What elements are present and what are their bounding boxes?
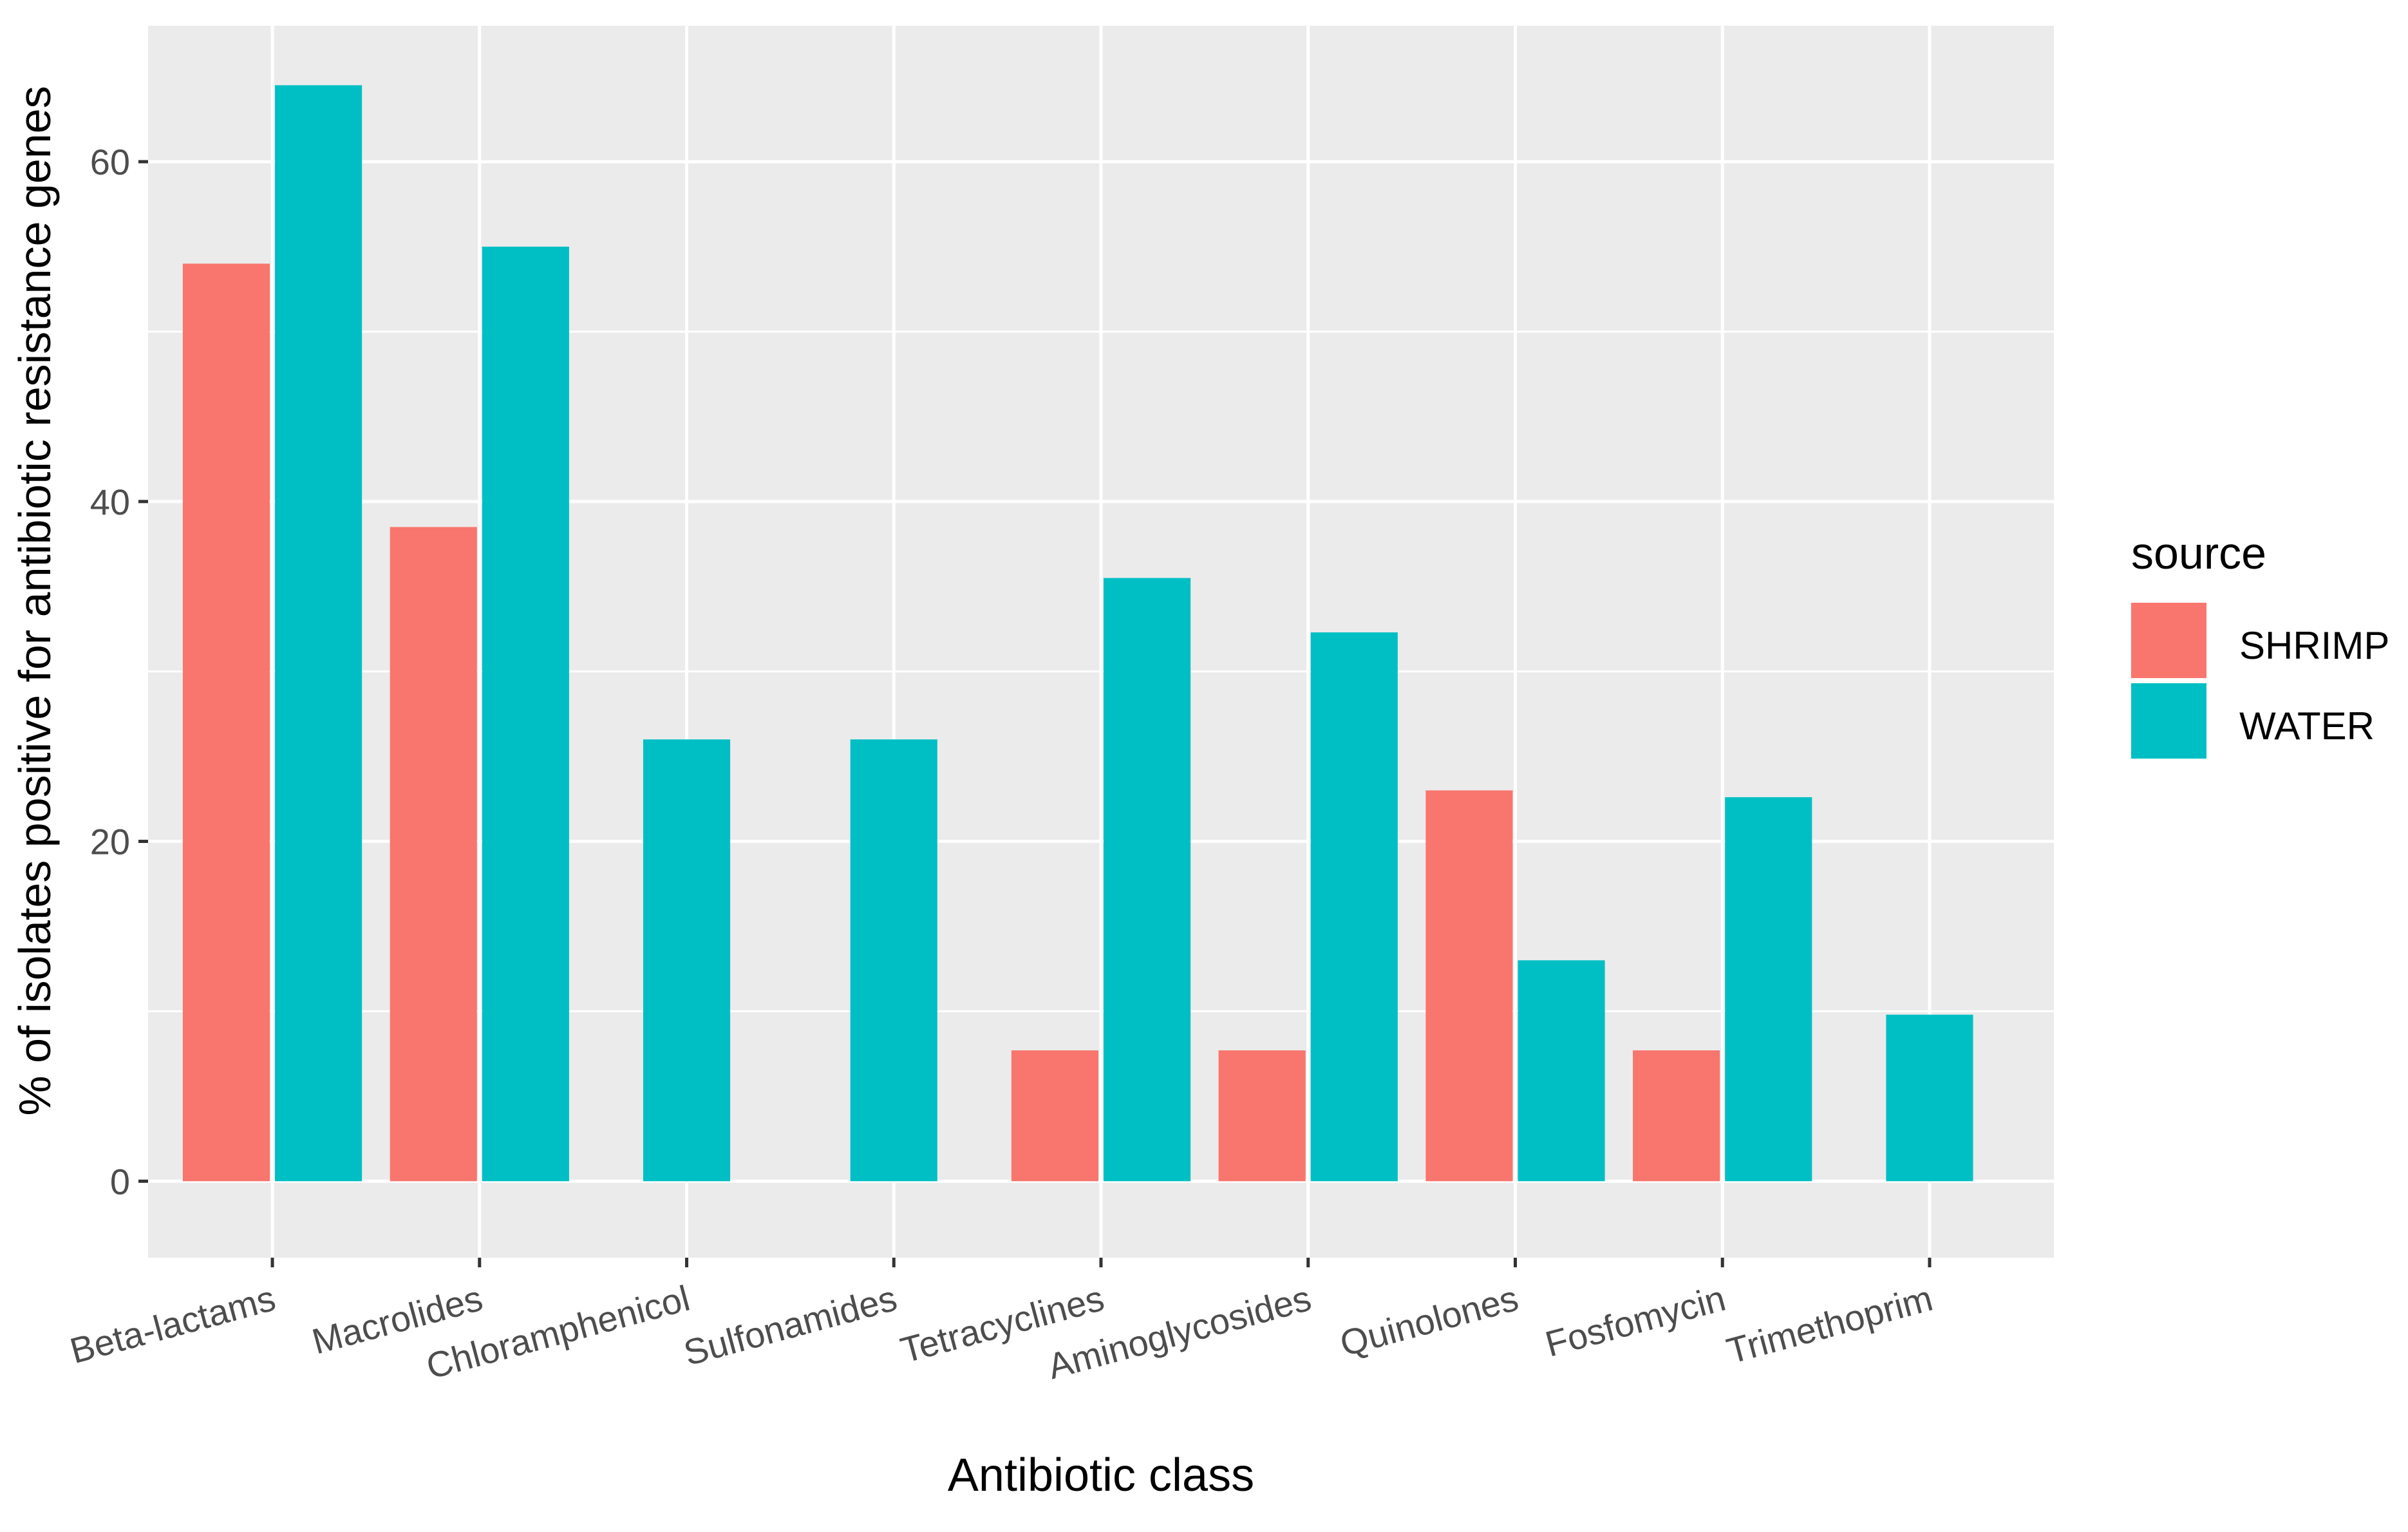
bar-water-sulfonamides [850, 739, 937, 1182]
bar-shrimp-tetracyclines [1011, 1050, 1098, 1182]
x-axis: Beta-lactams MacrolidesChloramphenicolSul… [66, 1258, 1937, 1386]
bar-shrimp-aminoglycosides [1218, 1050, 1306, 1182]
y-tick-label: 40 [90, 482, 130, 522]
x-tick-label: Trimethoprim [1722, 1278, 1937, 1372]
legend-label-water: WATER [2239, 705, 2375, 748]
bar-water-fosfomycin [1725, 797, 1812, 1182]
y-axis: 0 20 40 60 [90, 142, 148, 1202]
y-tick-label: 20 [90, 822, 130, 862]
x-tick-label: Quinolones [1336, 1278, 1523, 1364]
y-axis-title: % of isolates positive for antibiotic re… [10, 86, 60, 1115]
x-axis-title: Antibiotic class [948, 1450, 1254, 1501]
y-tick-label: 60 [90, 142, 130, 182]
legend-label-shrimp: SHRIMP [2239, 624, 2389, 667]
bar-water-chloramphenicol [643, 739, 731, 1182]
bar-water-beta-lactams [275, 85, 362, 1182]
x-tick-label: Fosfomycin [1541, 1278, 1729, 1365]
bars-group [182, 85, 1973, 1182]
x-tick-label: Sulfonamides [679, 1278, 901, 1374]
bar-water-tetracyclines [1104, 578, 1191, 1182]
bar-water-trimethoprim [1886, 1014, 1973, 1182]
x-tick-label: Beta-lactams [66, 1278, 279, 1371]
y-tick-label: 0 [110, 1161, 130, 1202]
bar-shrimp-quinolones [1425, 790, 1513, 1182]
bar-shrimp-fosfomycin [1633, 1050, 1720, 1182]
legend-key-water [2131, 683, 2206, 759]
bar-water-quinolones [1518, 960, 1605, 1182]
bar-shrimp-beta-lactams [182, 263, 270, 1182]
legend-title: source [2131, 528, 2266, 578]
bar-water-macrolides [482, 247, 569, 1182]
legend-key-shrimp [2131, 603, 2206, 678]
legend: source SHRIMP WATER [2131, 528, 2389, 759]
bar-water-aminoglycosides [1310, 632, 1398, 1182]
bar-shrimp-macrolides [390, 527, 477, 1182]
